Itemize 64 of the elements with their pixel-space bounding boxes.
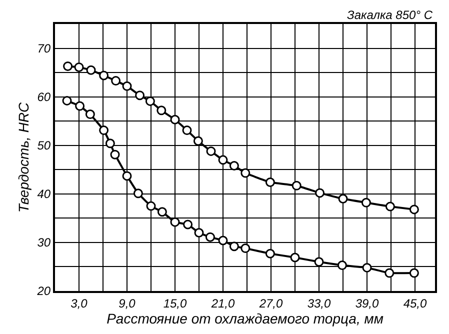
point (206, 146, 216, 156)
point (86, 65, 96, 75)
point (409, 268, 419, 278)
text: Закалка 850° C (347, 8, 433, 22)
point (292, 180, 302, 190)
point (290, 252, 300, 262)
point (265, 178, 275, 188)
point (194, 228, 204, 238)
point (85, 110, 95, 120)
point (193, 136, 203, 146)
y-axis-title: Твердость, HRC (15, 101, 32, 213)
point (314, 257, 324, 267)
point (135, 90, 145, 100)
point (111, 76, 121, 86)
x-tick-label: 33,0 (307, 296, 331, 310)
point (63, 61, 73, 71)
point (122, 171, 132, 181)
point (315, 188, 325, 198)
point (74, 62, 84, 72)
y-tick-label: 70 (37, 41, 51, 56)
x-tick-label: 27,0 (258, 296, 283, 310)
y-tick-label: 50 (37, 138, 51, 153)
point (337, 260, 347, 270)
point (99, 126, 109, 136)
point (75, 101, 85, 111)
x-tick-label: 15,0 (163, 296, 187, 310)
point (133, 188, 143, 198)
x-tick-label: 3,0 (70, 296, 88, 310)
point (170, 114, 180, 124)
point (229, 161, 239, 170)
point (384, 268, 394, 278)
point (170, 217, 180, 227)
point (156, 106, 166, 116)
y-tick-label: 60 (37, 90, 51, 104)
point (182, 126, 192, 136)
point (105, 138, 115, 148)
point (218, 155, 228, 165)
point (145, 96, 155, 106)
point (183, 220, 193, 230)
point (409, 204, 419, 214)
point (157, 207, 167, 217)
point (240, 244, 250, 254)
y-tick-label: 40 (37, 187, 51, 202)
point (218, 236, 228, 246)
point (146, 201, 156, 211)
point (110, 150, 120, 160)
x-axis-title: Расстояние от охлаждаемого торца, мм (106, 310, 384, 326)
y-tick-label: 30 (37, 236, 51, 250)
x-tick-label: 21,0 (210, 296, 235, 310)
point (99, 70, 109, 80)
point (265, 248, 275, 258)
y-tick-label: 20 (36, 284, 51, 298)
point (385, 202, 395, 212)
point (122, 81, 132, 91)
point (205, 232, 215, 242)
point (240, 168, 250, 178)
point (362, 262, 372, 272)
point (62, 96, 72, 106)
point (338, 194, 348, 204)
x-tick-label: 45,0 (403, 296, 427, 310)
point (229, 242, 239, 252)
point (361, 198, 371, 208)
x-tick-label: 9,0 (118, 296, 136, 310)
x-tick-label: 39,0 (355, 296, 379, 310)
